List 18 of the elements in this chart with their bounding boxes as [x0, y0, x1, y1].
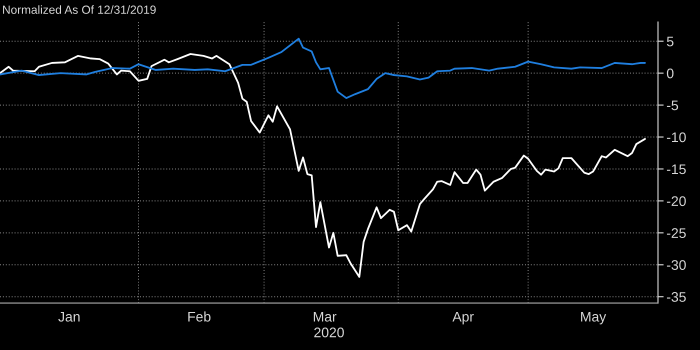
y-tick-label: -30	[666, 260, 686, 270]
x-tick-label: Feb	[188, 311, 211, 322]
x-tick-label: Apr	[452, 312, 474, 324]
y-tick-label: -35	[666, 292, 686, 302]
y-tick-label: -5	[666, 100, 678, 110]
y-tick-label: -25	[666, 228, 686, 238]
line-series	[0, 53, 646, 278]
chart-subtitle: Normalized As Of 12/31/2019	[3, 5, 156, 14]
y-tick-label: -10	[666, 132, 686, 142]
y-tick-label: -20	[666, 196, 686, 206]
x-axis-title: 2020	[314, 328, 344, 338]
y-tick-label: 0	[666, 68, 674, 78]
line-series	[0, 38, 646, 99]
x-tick-label: Mar	[314, 312, 336, 322]
x-tick-label: May	[581, 312, 606, 324]
y-tick-label: -15	[666, 164, 686, 174]
y-tick-label: 5	[666, 36, 674, 46]
x-tick-label: Jan	[58, 312, 80, 322]
